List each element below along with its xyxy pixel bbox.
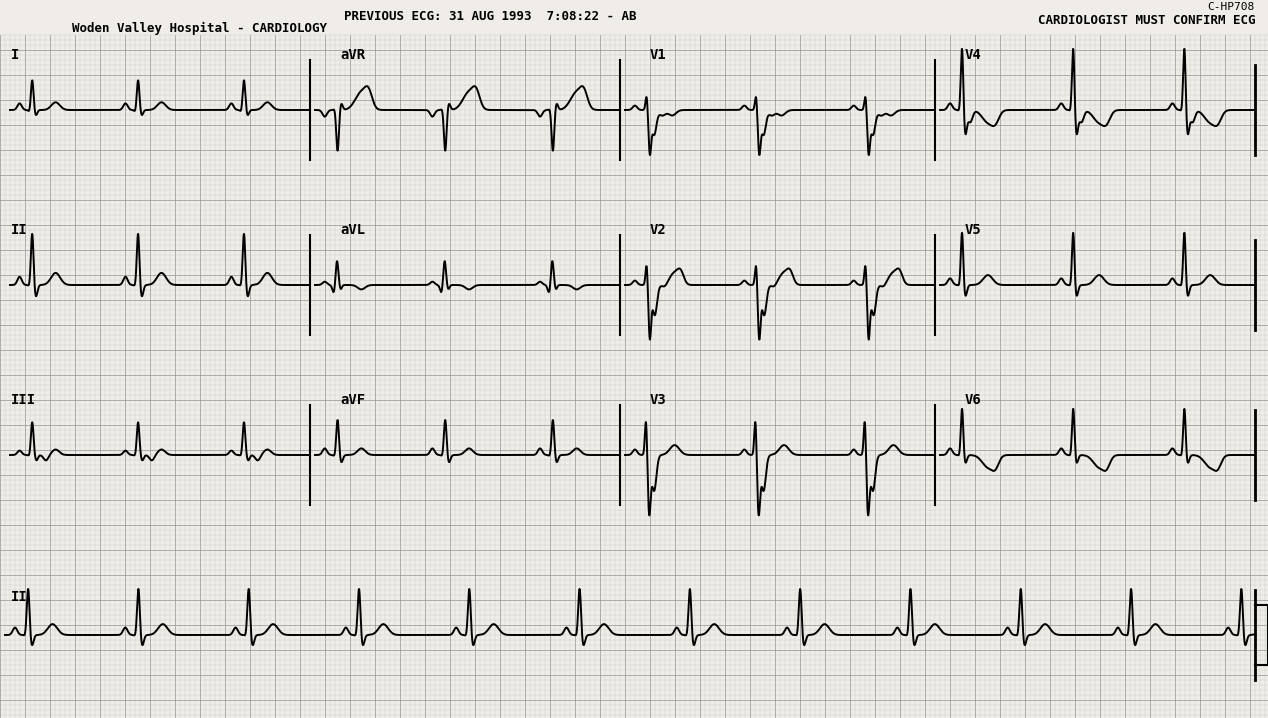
Text: Woden Valley Hospital - CARDIOLOGY: Woden Valley Hospital - CARDIOLOGY: [72, 22, 327, 35]
Text: aVF: aVF: [340, 393, 365, 407]
Text: II: II: [11, 590, 28, 604]
Text: V5: V5: [965, 223, 981, 237]
Text: aVR: aVR: [340, 48, 365, 62]
Text: V2: V2: [650, 223, 667, 237]
Text: aVL: aVL: [340, 223, 365, 237]
Text: C-HP708: C-HP708: [1207, 2, 1255, 12]
Text: PREVIOUS ECG: 31 AUG 1993  7:08:22 - AB: PREVIOUS ECG: 31 AUG 1993 7:08:22 - AB: [344, 10, 637, 23]
Text: II: II: [11, 223, 28, 237]
Text: V3: V3: [650, 393, 667, 407]
Text: III: III: [11, 393, 36, 407]
Text: V4: V4: [965, 48, 981, 62]
Text: V6: V6: [965, 393, 981, 407]
Text: V1: V1: [650, 48, 667, 62]
Text: I: I: [11, 48, 19, 62]
Text: CARDIOLOGIST MUST CONFIRM ECG: CARDIOLOGIST MUST CONFIRM ECG: [1037, 14, 1255, 27]
